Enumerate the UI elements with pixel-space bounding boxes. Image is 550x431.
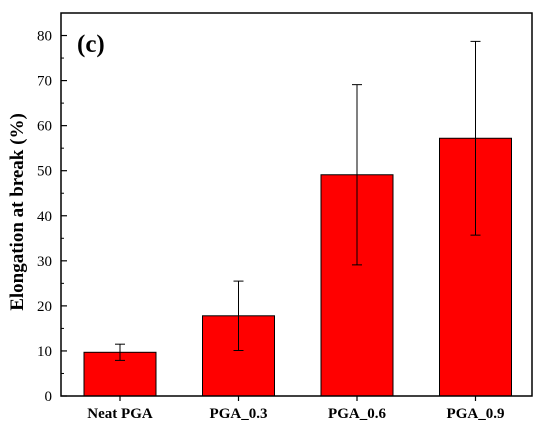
y-tick-label-70: 70: [37, 74, 52, 90]
x-tick-label-3: PGA_0.6: [328, 406, 386, 422]
y-tick-label-30: 30: [37, 254, 52, 270]
axes-group: 0 10 20 30 40 50 60 70 80 Neat PGA PGA_0.3 PGA_0.6 P…: [37, 12, 533, 422]
error-bars-group: [115, 40, 481, 361]
bars-group: [83, 137, 512, 397]
y-tick-label-0: 0: [45, 389, 53, 405]
y-axis-label: Elongation at break (%): [7, 113, 28, 311]
y-tick-label-50: 50: [37, 164, 52, 180]
x-tick-label-1: Neat PGA: [87, 406, 153, 422]
y-tick-label-40: 40: [37, 209, 52, 225]
y-tick-label-80: 80: [37, 29, 52, 45]
x-tick-label-4: PGA_0.9: [447, 406, 505, 422]
x-tick-label-2: PGA_0.3: [210, 406, 268, 422]
plot-frame: [60, 12, 533, 397]
panel-label: (c): [77, 31, 105, 58]
y-tick-label-20: 20: [37, 299, 52, 315]
y-tick-label-60: 60: [37, 119, 52, 135]
y-tick-label-10: 10: [37, 344, 52, 360]
